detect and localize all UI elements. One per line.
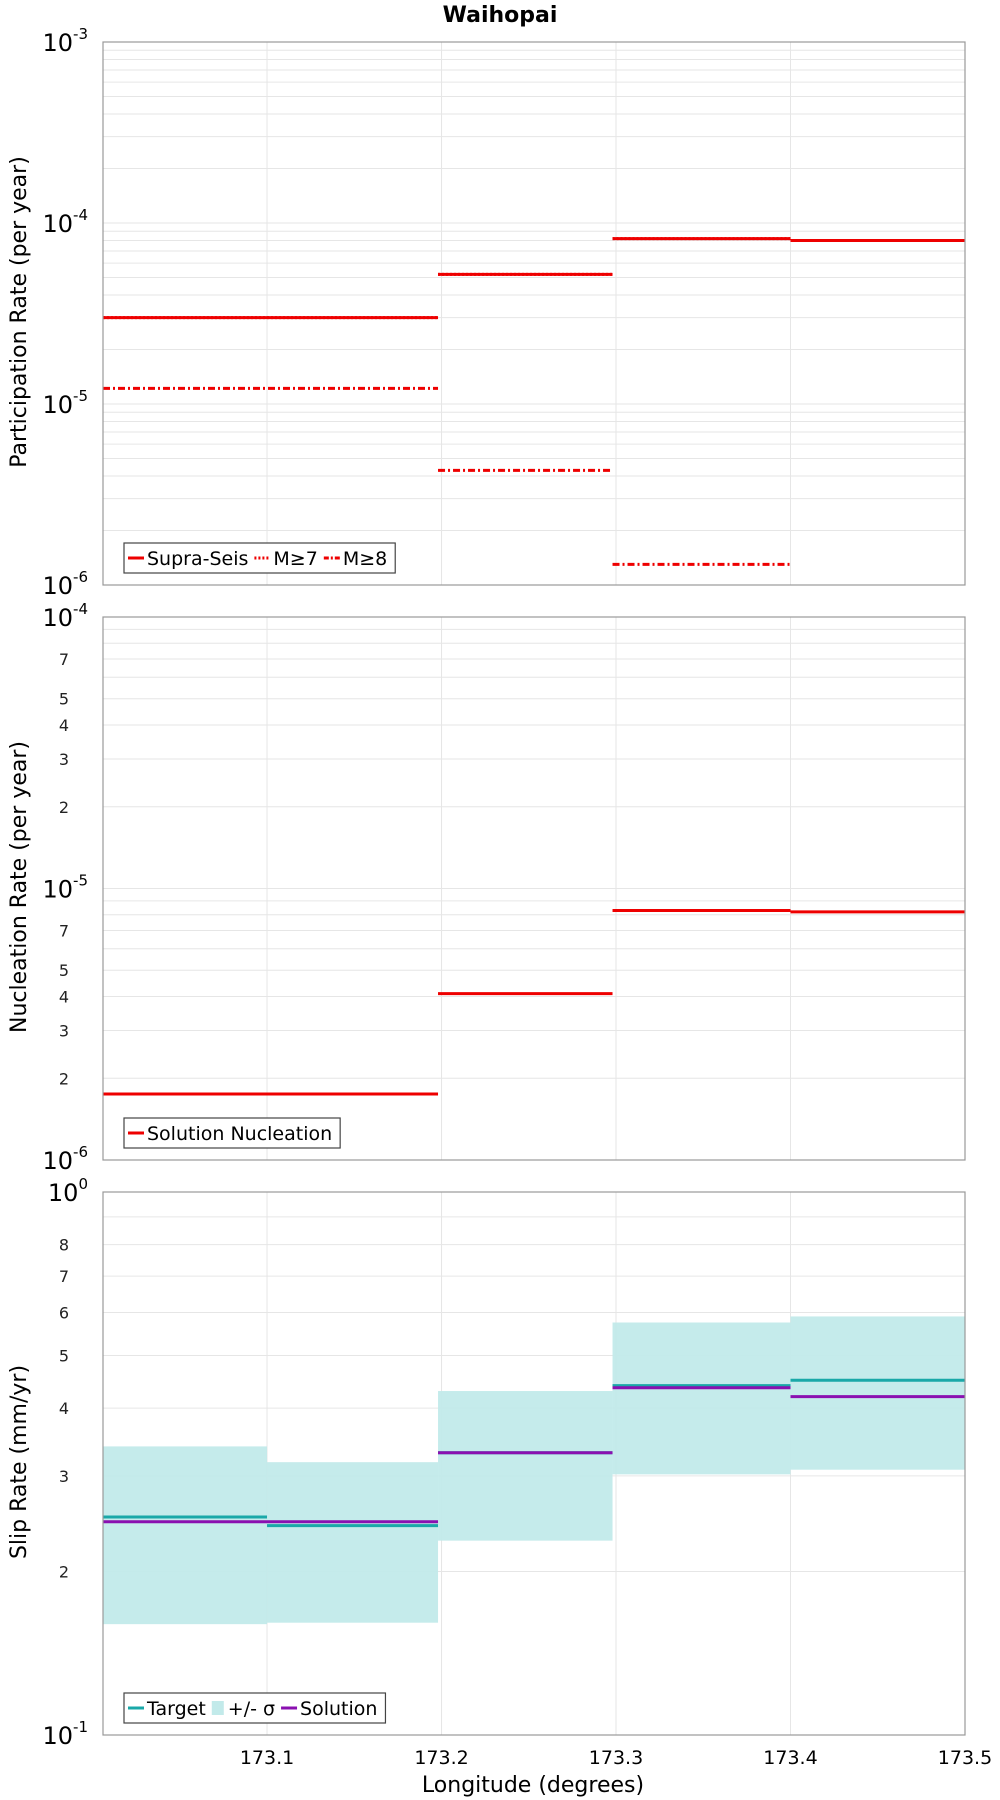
y-tick-label: 10-5 (42, 387, 88, 419)
y-tick-label: 10-1 (42, 1718, 88, 1750)
slip-rate-y-axis-label: Slip Rate (mm/yr) (7, 1365, 32, 1559)
x-tick-label: 173.4 (763, 1747, 817, 1769)
slip-rate-panel: 10-1 100 2 3 4 5 6 7 8 173.1 173.2 173.3 173.4 173.5 T… (42, 1175, 992, 1769)
x-tick-label: 173.1 (240, 1747, 294, 1769)
participation-rate-panel: 10-6 10-5 10-4 10-3 Supra-Seis M≥7 M≥8 (42, 25, 966, 600)
y-tick-label: 10-5 (42, 872, 88, 904)
y-tick-label: 10-4 (42, 206, 88, 238)
y-minor-tick-label: 3 (59, 1021, 69, 1040)
x-axis-label: Longitude (degrees) (422, 1773, 644, 1798)
y-minor-tick-label: 8 (59, 1236, 69, 1255)
y-tick-label: 10-3 (42, 25, 88, 57)
sigma-band-segment (790, 1316, 965, 1470)
sigma-band-segment (103, 1446, 268, 1625)
y-minor-tick-label: 3 (59, 1467, 69, 1486)
sigma-band-segment (612, 1322, 791, 1475)
y-minor-tick-label: 7 (59, 922, 69, 941)
legend: Supra-Seis M≥7 M≥8 (123, 542, 396, 574)
nucleation-y-axis-label: Nucleation Rate (per year) (7, 741, 32, 1033)
legend-frame (123, 1117, 341, 1149)
legend: Solution Nucleation (123, 1117, 341, 1149)
y-minor-tick-label: 2 (59, 1069, 69, 1088)
y-minor-tick-label: 5 (59, 690, 69, 709)
y-tick-label: 100 (48, 1175, 88, 1207)
participation-y-axis-label: Participation Rate (per year) (7, 156, 32, 468)
plot-frame (102, 616, 966, 1161)
y-minor-tick-label: 7 (59, 1267, 69, 1286)
y-minor-tick-label: 7 (59, 650, 69, 669)
y-tick-label: 10-4 (42, 600, 88, 632)
legend-label-solution: Solution (300, 1698, 377, 1720)
legend-label-solution-nucleation: Solution Nucleation (147, 1123, 332, 1145)
sigma-band-segment (267, 1462, 439, 1623)
y-minor-tick-label: 5 (59, 961, 69, 980)
y-minor-tick-label: 3 (59, 750, 69, 769)
legend-swatch-item (211, 1701, 224, 1715)
x-tick-label: 173.2 (414, 1747, 468, 1769)
nucleation-rate-panel: 10-6 10-5 10-4 2 3 4 5 7 2 3 4 5 7 Solution Nucleatio… (42, 600, 966, 1175)
chart-title: Waihopai (443, 3, 558, 28)
y-tick-label: 10-6 (42, 1143, 88, 1175)
x-tick-label: 173.3 (589, 1747, 643, 1769)
plot-frame (102, 1191, 966, 1736)
plot-area (103, 42, 965, 585)
legend-frame (123, 1692, 387, 1724)
legend-label-item: +/- σ (228, 1698, 275, 1720)
y-minor-tick-label: 5 (59, 1346, 69, 1365)
y-minor-tick-label: 4 (59, 1399, 69, 1418)
legend: Target +/- σ Solution (123, 1692, 387, 1724)
y-minor-tick-label: 6 (59, 1303, 69, 1322)
legend-label-supra-seis: Supra-Seis (147, 548, 248, 570)
y-minor-tick-label: 4 (59, 988, 69, 1007)
legend-label-target: Target (146, 1698, 206, 1720)
legend-label-m-7: M≥7 (273, 548, 317, 570)
y-minor-tick-label: 4 (59, 716, 69, 735)
plot-frame (102, 41, 966, 586)
y-tick-label: 10-6 (42, 568, 88, 600)
legend-label-m-8: M≥8 (343, 548, 387, 570)
y-minor-tick-label: 2 (59, 1563, 69, 1582)
x-tick-label: 173.5 (938, 1747, 992, 1769)
y-minor-tick-label: 2 (59, 798, 69, 817)
sigma-band-segment (438, 1391, 613, 1541)
